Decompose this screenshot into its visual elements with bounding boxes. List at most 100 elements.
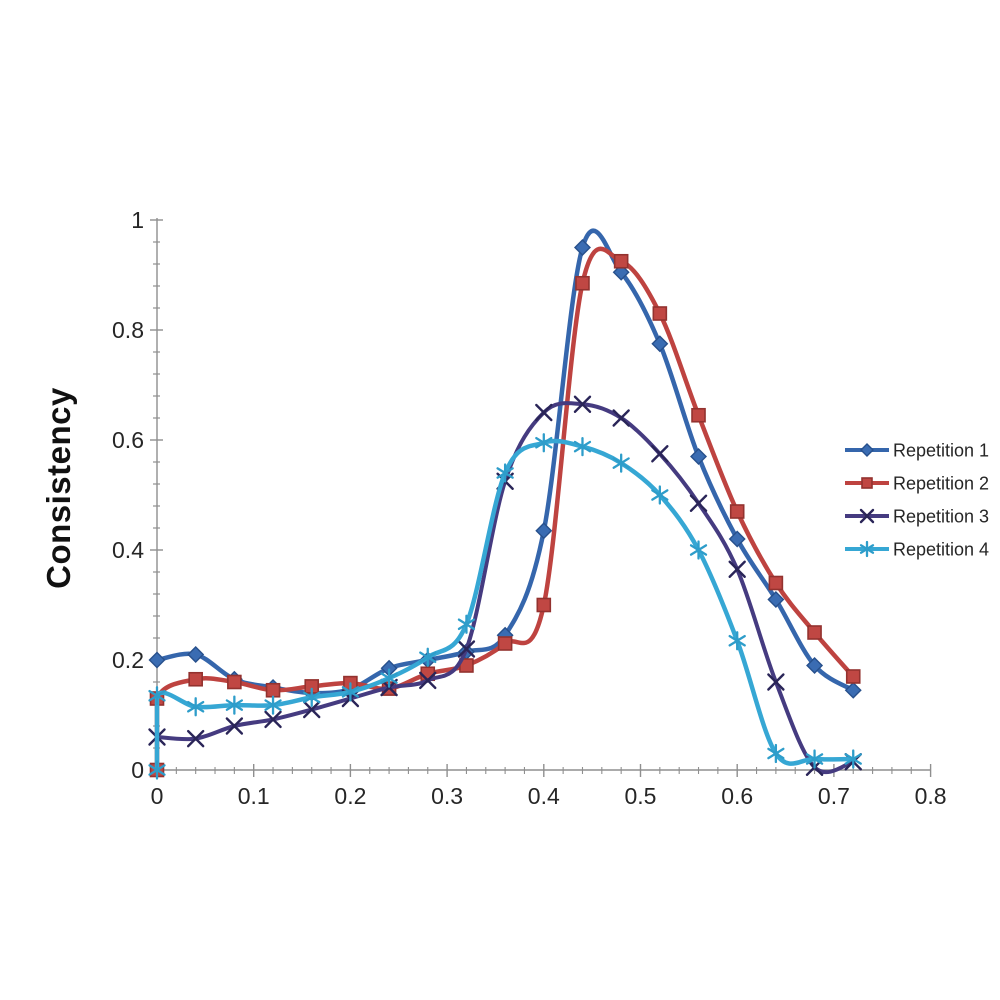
data-point-repetition-3-13 (651, 445, 669, 463)
data-point-repetition-1-1 (187, 646, 205, 663)
data-point-repetition-2-15 (691, 407, 706, 423)
x-tick-label-0: 0 (151, 783, 164, 809)
square-marker-icon (188, 671, 203, 687)
diamond-marker-icon (651, 335, 669, 353)
asterisk-marker-icon (728, 634, 746, 647)
legend-label-repetition-1: Repetition 1 (893, 441, 989, 461)
asterisk-marker-icon (457, 618, 476, 631)
asterisk-marker-icon (148, 689, 166, 702)
x-tick-label-0.4: 0.4 (528, 783, 560, 809)
x-tick-label-0.2: 0.2 (334, 783, 366, 809)
legend-label-repetition-3: Repetition 3 (893, 507, 989, 527)
y-tick-label-0.6: 0.6 (112, 427, 144, 453)
data-point-repetition-4-10 (496, 463, 514, 483)
square-marker-icon (807, 625, 822, 640)
asterisk-marker-icon (844, 753, 862, 765)
square-marker-icon (265, 682, 281, 698)
asterisk-marker-icon (496, 467, 514, 479)
data-point-repetition-3-10 (535, 403, 553, 422)
diamond-marker-icon (767, 591, 785, 608)
data-point-repetition-2-14 (652, 306, 668, 321)
legend-item-repetition-2: Repetition 2 (845, 474, 989, 494)
legend: Repetition 1 Repetition 2 Repetition 3 Repe… (845, 441, 989, 560)
data-point-repetition-3-2 (225, 717, 244, 735)
data-point-repetition-1-18 (844, 681, 862, 699)
asterisk-marker-icon (535, 436, 553, 449)
series-repetition-3 (148, 395, 862, 776)
data-point-repetition-4-12 (573, 436, 592, 457)
data-point-repetition-4-8 (419, 647, 437, 667)
square-marker-icon (861, 477, 873, 489)
asterisk-marker-icon (264, 699, 282, 711)
data-point-repetition-2-3 (227, 674, 242, 690)
series-line-repetition-3 (155, 401, 856, 775)
data-point-repetition-2-13 (613, 253, 629, 269)
legend-swatch-marker-repetition-3 (859, 508, 875, 524)
x-tick-label-0.7: 0.7 (818, 783, 850, 809)
data-point-repetition-4-4 (264, 695, 282, 715)
diamond-marker-icon (690, 448, 708, 465)
data-point-repetition-2-17 (768, 575, 784, 591)
x-marker-icon (689, 494, 708, 512)
x-tick-label-0.6: 0.6 (721, 783, 753, 809)
asterisk-marker-icon (187, 700, 205, 713)
data-point-repetition-3-4 (303, 700, 321, 719)
legend-label-repetition-2: Repetition 2 (893, 474, 989, 494)
asterisk-marker-icon (148, 764, 166, 776)
asterisk-marker-icon (419, 651, 437, 664)
x-marker-icon (859, 508, 875, 524)
x-marker-icon (767, 673, 785, 691)
data-point-repetition-4-1 (148, 686, 166, 706)
x-tick-label-0.5: 0.5 (625, 783, 657, 809)
square-marker-icon (575, 275, 590, 291)
data-point-repetition-2-11 (536, 597, 552, 613)
x-marker-icon (573, 395, 592, 413)
series-line-repetition-1 (154, 228, 856, 696)
x-marker-icon (186, 729, 205, 748)
x-marker-icon (264, 710, 282, 729)
x-marker-icon (419, 671, 437, 690)
data-point-repetition-2-4 (265, 682, 281, 698)
y-tick-label-1: 1 (131, 207, 144, 233)
square-marker-icon (845, 669, 861, 684)
square-marker-icon (613, 253, 629, 269)
square-marker-icon (227, 674, 242, 690)
data-point-repetition-2-16 (729, 504, 745, 519)
data-point-repetition-4-6 (341, 682, 360, 702)
data-point-repetition-4-19 (844, 749, 862, 769)
x-tick-label-0.3: 0.3 (431, 783, 463, 809)
diamond-marker-icon (728, 530, 746, 548)
legend-item-repetition-1: Repetition 1 (845, 441, 989, 461)
data-point-repetition-3-12 (612, 409, 630, 427)
x-marker-icon (225, 717, 244, 735)
data-point-repetition-4-18 (805, 749, 824, 769)
asterisk-marker-icon (612, 457, 630, 469)
x-marker-icon (651, 445, 669, 463)
data-point-repetition-4-2 (187, 697, 205, 717)
axes: 0 0.2 0.4 0.6 0.8 1 0 0.1 0.2 0.3 0.4 0.5 0.6 0.7 0.8 (112, 207, 947, 809)
data-point-repetition-4-3 (225, 695, 244, 715)
data-point-repetition-1-13 (651, 335, 669, 353)
data-point-repetition-3-1 (186, 729, 205, 748)
data-point-repetition-3-16 (767, 673, 785, 691)
legend-swatch-marker-repetition-4 (859, 540, 875, 558)
diamond-marker-icon (187, 646, 205, 663)
asterisk-marker-icon (303, 691, 321, 704)
x-marker-icon (728, 560, 746, 578)
diamond-marker-icon (573, 239, 591, 256)
data-point-repetition-3-11 (573, 395, 592, 413)
data-point-repetition-1-11 (573, 239, 591, 256)
data-point-repetition-4-15 (689, 540, 708, 560)
x-tick-label-0.1: 0.1 (238, 783, 270, 809)
diamond-marker-icon (535, 522, 553, 540)
data-point-repetition-4-16 (728, 631, 746, 651)
legend-item-repetition-3: Repetition 3 (845, 507, 989, 527)
asterisk-marker-icon (651, 489, 669, 501)
square-marker-icon (729, 504, 745, 519)
legend-swatch-marker-repetition-1 (860, 443, 874, 457)
diamond-marker-icon (148, 651, 166, 669)
x-marker-icon (612, 409, 630, 427)
square-marker-icon (768, 575, 784, 591)
data-point-repetition-1-17 (806, 657, 824, 674)
